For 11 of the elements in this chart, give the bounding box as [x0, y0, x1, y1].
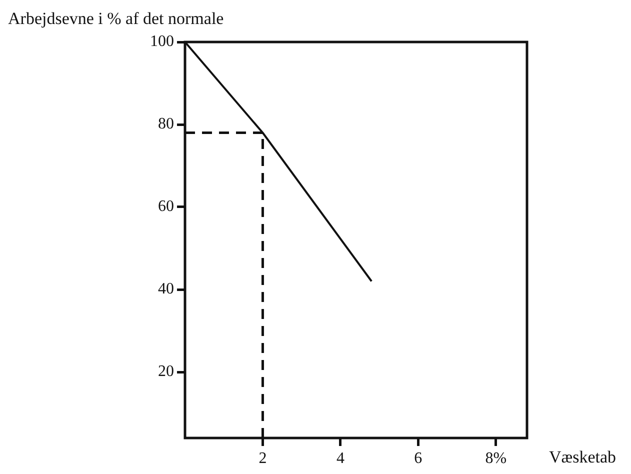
y-tick-label: 40 — [158, 280, 174, 298]
y-tick-label: 20 — [158, 363, 174, 380]
x-axis-title: Væsketab — [549, 447, 616, 466]
x-tick-label: 4 — [336, 450, 344, 467]
x-tick-label: 8% — [485, 450, 507, 467]
x-tick-label: 6 — [414, 450, 422, 467]
y-tick-label: 80 — [158, 116, 174, 133]
y-tick-label: 100 — [150, 33, 174, 50]
y-tick-label: 60 — [158, 198, 174, 216]
y-axis-title: Arbejdsevne i % af det normale — [8, 8, 224, 28]
x-tick-label: 2 — [258, 450, 267, 467]
